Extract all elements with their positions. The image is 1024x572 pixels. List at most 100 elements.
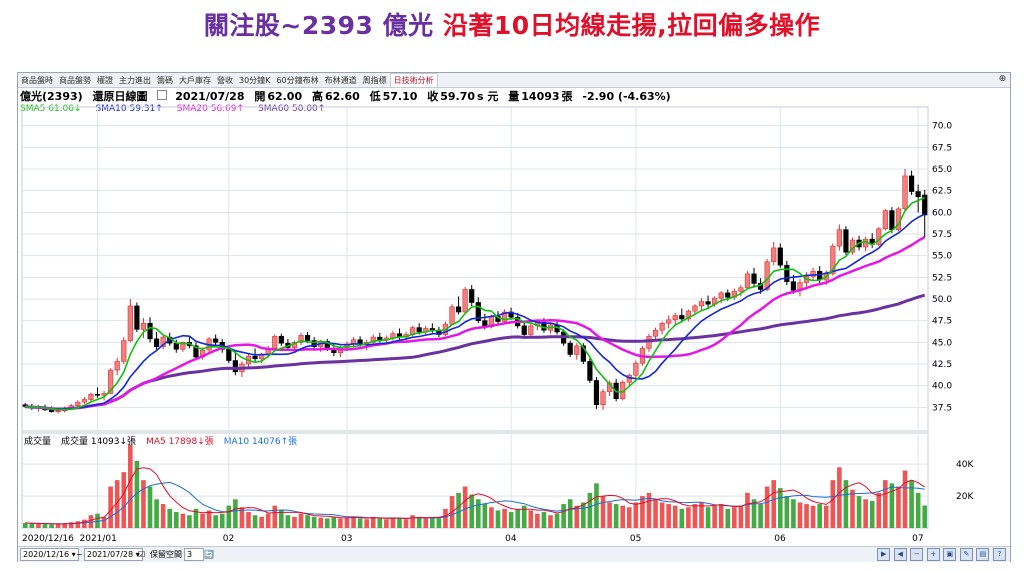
volume-bar xyxy=(88,515,94,528)
mode-checkbox[interactable] xyxy=(157,90,168,100)
zoom-out-icon[interactable]: − xyxy=(910,548,924,561)
candle-body xyxy=(134,305,140,330)
volume-bar xyxy=(718,504,724,528)
range-separator: ~ xyxy=(76,550,83,559)
volume-tick-label: 40K xyxy=(956,460,974,470)
headline-comment: 沿著10日均線走揚,拉回偏多操作 xyxy=(442,11,821,40)
volume-bar xyxy=(653,499,658,528)
volume-bar xyxy=(863,499,868,528)
volume-bar xyxy=(699,502,704,528)
volume-bar xyxy=(410,515,415,528)
candle-body xyxy=(830,245,836,275)
candle-body xyxy=(790,281,797,291)
price-tick-label: 57.5 xyxy=(932,230,952,240)
volume-bar xyxy=(351,516,356,528)
volume-bar xyxy=(259,516,264,528)
volume-plot-frame xyxy=(21,432,929,529)
volume-bar xyxy=(633,502,639,528)
candle-body xyxy=(528,325,534,335)
pan-icon[interactable]: ▣ xyxy=(943,548,957,561)
volume-bar xyxy=(856,496,862,528)
tab-item[interactable]: 30分鐘K xyxy=(239,76,271,85)
back-icon[interactable]: ◀ xyxy=(893,548,907,561)
candle-body xyxy=(580,345,586,362)
tab-item[interactable]: 布林通道 xyxy=(324,76,357,85)
candle-body xyxy=(75,401,81,406)
candle-body xyxy=(193,345,199,358)
volume-bar xyxy=(679,508,685,528)
chart-mode: 還原日線圖 xyxy=(92,90,148,103)
draw-icon[interactable]: ✎ xyxy=(959,548,973,561)
candle-body xyxy=(810,270,816,277)
candle-body xyxy=(94,394,101,396)
tab-item[interactable]: 日技術分析 xyxy=(389,73,438,87)
price-unit: s 元 xyxy=(477,90,499,103)
stock-chart-svg: 70.0 67.5 65.0 62.5 60.0 57.5 55.0 52.5 50.0 47.5… xyxy=(21,106,974,544)
candle-body xyxy=(600,391,606,406)
candle-body xyxy=(147,322,153,340)
ma-legend: SMA5 61.06↓ SMA10 59.31↑ SMA20 56.69↑ SMA60… xyxy=(20,104,339,114)
tab-item[interactable]: 權證 xyxy=(97,76,113,85)
candle-body xyxy=(213,338,219,343)
save-icon[interactable]: ▤ xyxy=(976,548,990,561)
refresh-icon[interactable]: 🔄 xyxy=(204,550,214,559)
tab-item[interactable]: 營收 xyxy=(217,76,233,85)
volume-bar xyxy=(305,515,310,528)
tab-item[interactable]: 大戶庫存 xyxy=(179,76,211,85)
month-label: 06 xyxy=(774,534,786,544)
zoom-in-icon[interactable]: + xyxy=(926,548,940,561)
volume-bar xyxy=(883,480,888,528)
candle-body xyxy=(160,336,166,347)
volume-bar xyxy=(594,483,599,528)
range-from-select[interactable]: 2020/12/16 ▾ xyxy=(20,548,79,561)
help-icon[interactable]: ? xyxy=(993,548,1006,561)
tab-item[interactable]: 籌碼 xyxy=(157,76,173,85)
volume-bar xyxy=(397,518,402,528)
range-to-select[interactable]: 2021/07/28 ▾ xyxy=(84,548,143,561)
volume-bar xyxy=(42,524,48,528)
volume-bar xyxy=(370,516,376,528)
volume-legend-item: MA5 17898↓張 xyxy=(146,437,214,447)
candle-body xyxy=(521,325,527,335)
open-label: 開 xyxy=(254,90,266,103)
volume-bar xyxy=(134,460,140,528)
play-icon[interactable]: ▶ xyxy=(877,548,891,561)
volume-bar xyxy=(265,513,271,528)
volume-bar xyxy=(318,517,324,528)
tab-item[interactable]: 周指標 xyxy=(362,76,387,85)
volume-bar xyxy=(101,516,107,528)
tab-item[interactable]: 60分鐘布林 xyxy=(276,76,319,85)
volume-bar xyxy=(173,512,179,528)
keep-checkbox[interactable]: ☑ xyxy=(138,550,146,559)
volume-bar xyxy=(705,507,711,528)
volume-bar xyxy=(469,494,475,528)
open-value: 62.00 xyxy=(267,90,303,103)
candle-body xyxy=(692,305,698,312)
volume-bar xyxy=(561,504,566,528)
volume-bar xyxy=(344,517,350,528)
volume-bar xyxy=(817,504,822,528)
volume-bar xyxy=(384,519,389,528)
candle-body xyxy=(652,329,659,337)
volume-bar xyxy=(804,504,809,528)
headline-stock: 關注股~2393 億光 xyxy=(203,11,434,40)
keep-space-input[interactable]: 3 xyxy=(184,548,204,561)
quote-date: 2021/07/28 xyxy=(175,90,245,103)
zoom-icon[interactable]: ⊕ xyxy=(998,74,1007,84)
volume-ma10-line xyxy=(25,481,925,525)
volume-bar xyxy=(279,510,284,528)
tab-item[interactable]: 商品盤時 xyxy=(21,76,53,85)
tab-item[interactable]: 商品盤勢 xyxy=(59,76,91,85)
ma-legend-item: SMA10 59.31↑ xyxy=(95,104,163,114)
candle-body xyxy=(574,345,580,355)
candle-body xyxy=(685,310,691,320)
keep-space-label: 保留空間 xyxy=(150,550,182,559)
month-label: 03 xyxy=(341,534,352,544)
high-label: 高 xyxy=(311,90,323,103)
volume-unit: 張 xyxy=(561,90,573,103)
volume-value: 14093 xyxy=(521,90,560,103)
volume-bar xyxy=(75,521,81,528)
tab-item[interactable]: 主力進出 xyxy=(119,76,151,85)
sma5-line xyxy=(25,196,926,411)
volume-bar xyxy=(456,492,461,528)
